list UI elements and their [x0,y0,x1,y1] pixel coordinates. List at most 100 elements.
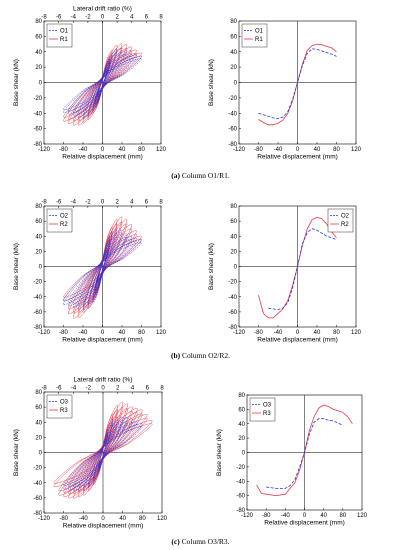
y-tick-label: 20 [238,436,245,442]
envelope-line-o2 [268,228,336,311]
top-tick-label: -2 [86,386,92,392]
y-tick-label: -20 [236,465,245,471]
caption-text: Column O3/R3. [181,537,230,546]
top-axis-title: Lateral drift ratio (%) [74,377,133,384]
y-tick-label: -80 [228,142,237,148]
x-axis-title: Relative displacement (mm) [63,523,144,530]
y-tick-label: -60 [236,494,245,500]
x-tick-label: 120 [156,330,167,336]
x-tick-label: 0 [101,147,105,153]
x-tick-label: 120 [157,516,168,522]
hysteresis-loop-r3 [53,423,153,484]
hysteresis-loop-r1 [73,46,133,126]
hysteresis-loop-o3 [73,422,133,488]
y-tick-label: 40 [35,50,42,56]
hysteresis-loop-o2 [63,239,142,305]
x-tick-label: -40 [79,147,88,153]
top-tick-label: 2 [115,15,119,21]
chart-panel: -120 -80 -40 0 40 80 120806040200-20-40-60-80-… [13,200,167,344]
top-tick-label: 0 [101,200,105,206]
top-tick-label: -4 [71,200,77,206]
hysteresis-loop-o2 [73,238,133,304]
caption-a: (a) Column O1/R1. [0,171,401,181]
y-axis-title: Base shear (kN) [208,59,215,106]
hysteresis-loop-o3 [68,420,138,491]
top-tick-label: -8 [41,386,47,392]
top-tick-label: 0 [101,15,105,21]
legend-box [46,394,73,419]
hysteresis-loop-o3 [83,416,123,491]
x-tick-label: 80 [333,330,340,336]
y-tick-label: 40 [35,234,42,240]
y-tick-label: 60 [35,219,42,225]
x-tick-label: 40 [314,147,321,153]
x-tick-label: 0 [296,147,300,153]
y-axis-title: Base shear (kN) [13,429,20,476]
y-tick-label: 40 [238,422,245,428]
x-tick-label: 80 [139,516,146,522]
top-tick-label: 8 [159,15,163,21]
hysteresis-loop-o1 [92,54,113,111]
top-tick-label: 2 [115,200,119,206]
hysteresis-loop-o2 [82,229,123,311]
hysteresis-loop-o1 [63,58,142,111]
legend-box [249,397,276,422]
hysteresis-loop-o1 [68,54,137,115]
x-tick-label: -120 [233,147,246,153]
hysteresis-loop-r1 [82,43,123,124]
x-tick-label: 40 [119,516,126,522]
y-tick-label: 0 [39,265,43,271]
top-tick-label: 4 [130,200,134,206]
top-tick-label: -2 [85,15,91,21]
y-tick-label: 20 [230,65,237,71]
y-tick-label: -40 [228,295,237,301]
legend-box [46,23,73,48]
hysteresis-loop-r2 [73,224,133,319]
hysteresis-loop-o2 [63,242,142,302]
top-tick-label: -6 [56,200,62,206]
envelope-line-o1 [258,48,337,120]
hysteresis-loop-r1 [68,49,137,124]
x-axis-title: Relative displacement (mm) [257,337,338,344]
y-tick-label: 40 [35,420,42,426]
legend-label: R2 [341,222,349,228]
caption-text: Column O1/R1. [181,171,230,180]
y-tick-label: -80 [236,508,245,514]
x-tick-label: 120 [156,147,167,153]
y-tick-label: -40 [228,111,237,117]
top-tick-label: 2 [116,386,120,392]
x-tick-label: 120 [357,513,368,519]
chart-panel: -120 -80 -40 0 40 80 120806040200-20-40-60-80R… [208,204,362,344]
hysteresis-loop-o2 [87,231,118,305]
legend-label: O1 [255,29,264,35]
y-tick-label: 20 [35,435,42,441]
x-tick-label: -80 [254,147,263,153]
top-tick-label: -2 [85,200,91,206]
hysteresis-loop-r3 [73,406,133,499]
x-tick-label: 80 [333,147,340,153]
hysteresis-loop-o2 [73,235,133,308]
y-tick-label: 20 [35,249,42,255]
caption-label: (a) [171,171,180,180]
hysteresis-loop-o3 [88,419,119,485]
top-tick-label: 6 [146,386,150,392]
legend-label: O3 [263,403,272,409]
x-tick-label: -40 [274,147,283,153]
x-tick-label: -80 [262,513,271,519]
y-tick-label: -80 [33,511,42,517]
x-tick-label: 0 [101,330,105,336]
hysteresis-loop-o3 [83,419,123,488]
x-tick-label: 120 [351,147,362,153]
caption-label: (b) [171,351,181,360]
hysteresis-loop-o1 [77,53,128,115]
hysteresis-loop-o3 [73,418,133,491]
y-tick-label: 40 [230,50,237,56]
y-tick-label: -60 [33,127,42,133]
y-tick-label: 40 [230,234,237,240]
x-axis-title: Relative displacement (mm) [62,337,143,344]
top-tick-label: 0 [101,386,105,392]
hysteresis-loop-o1 [73,55,133,113]
